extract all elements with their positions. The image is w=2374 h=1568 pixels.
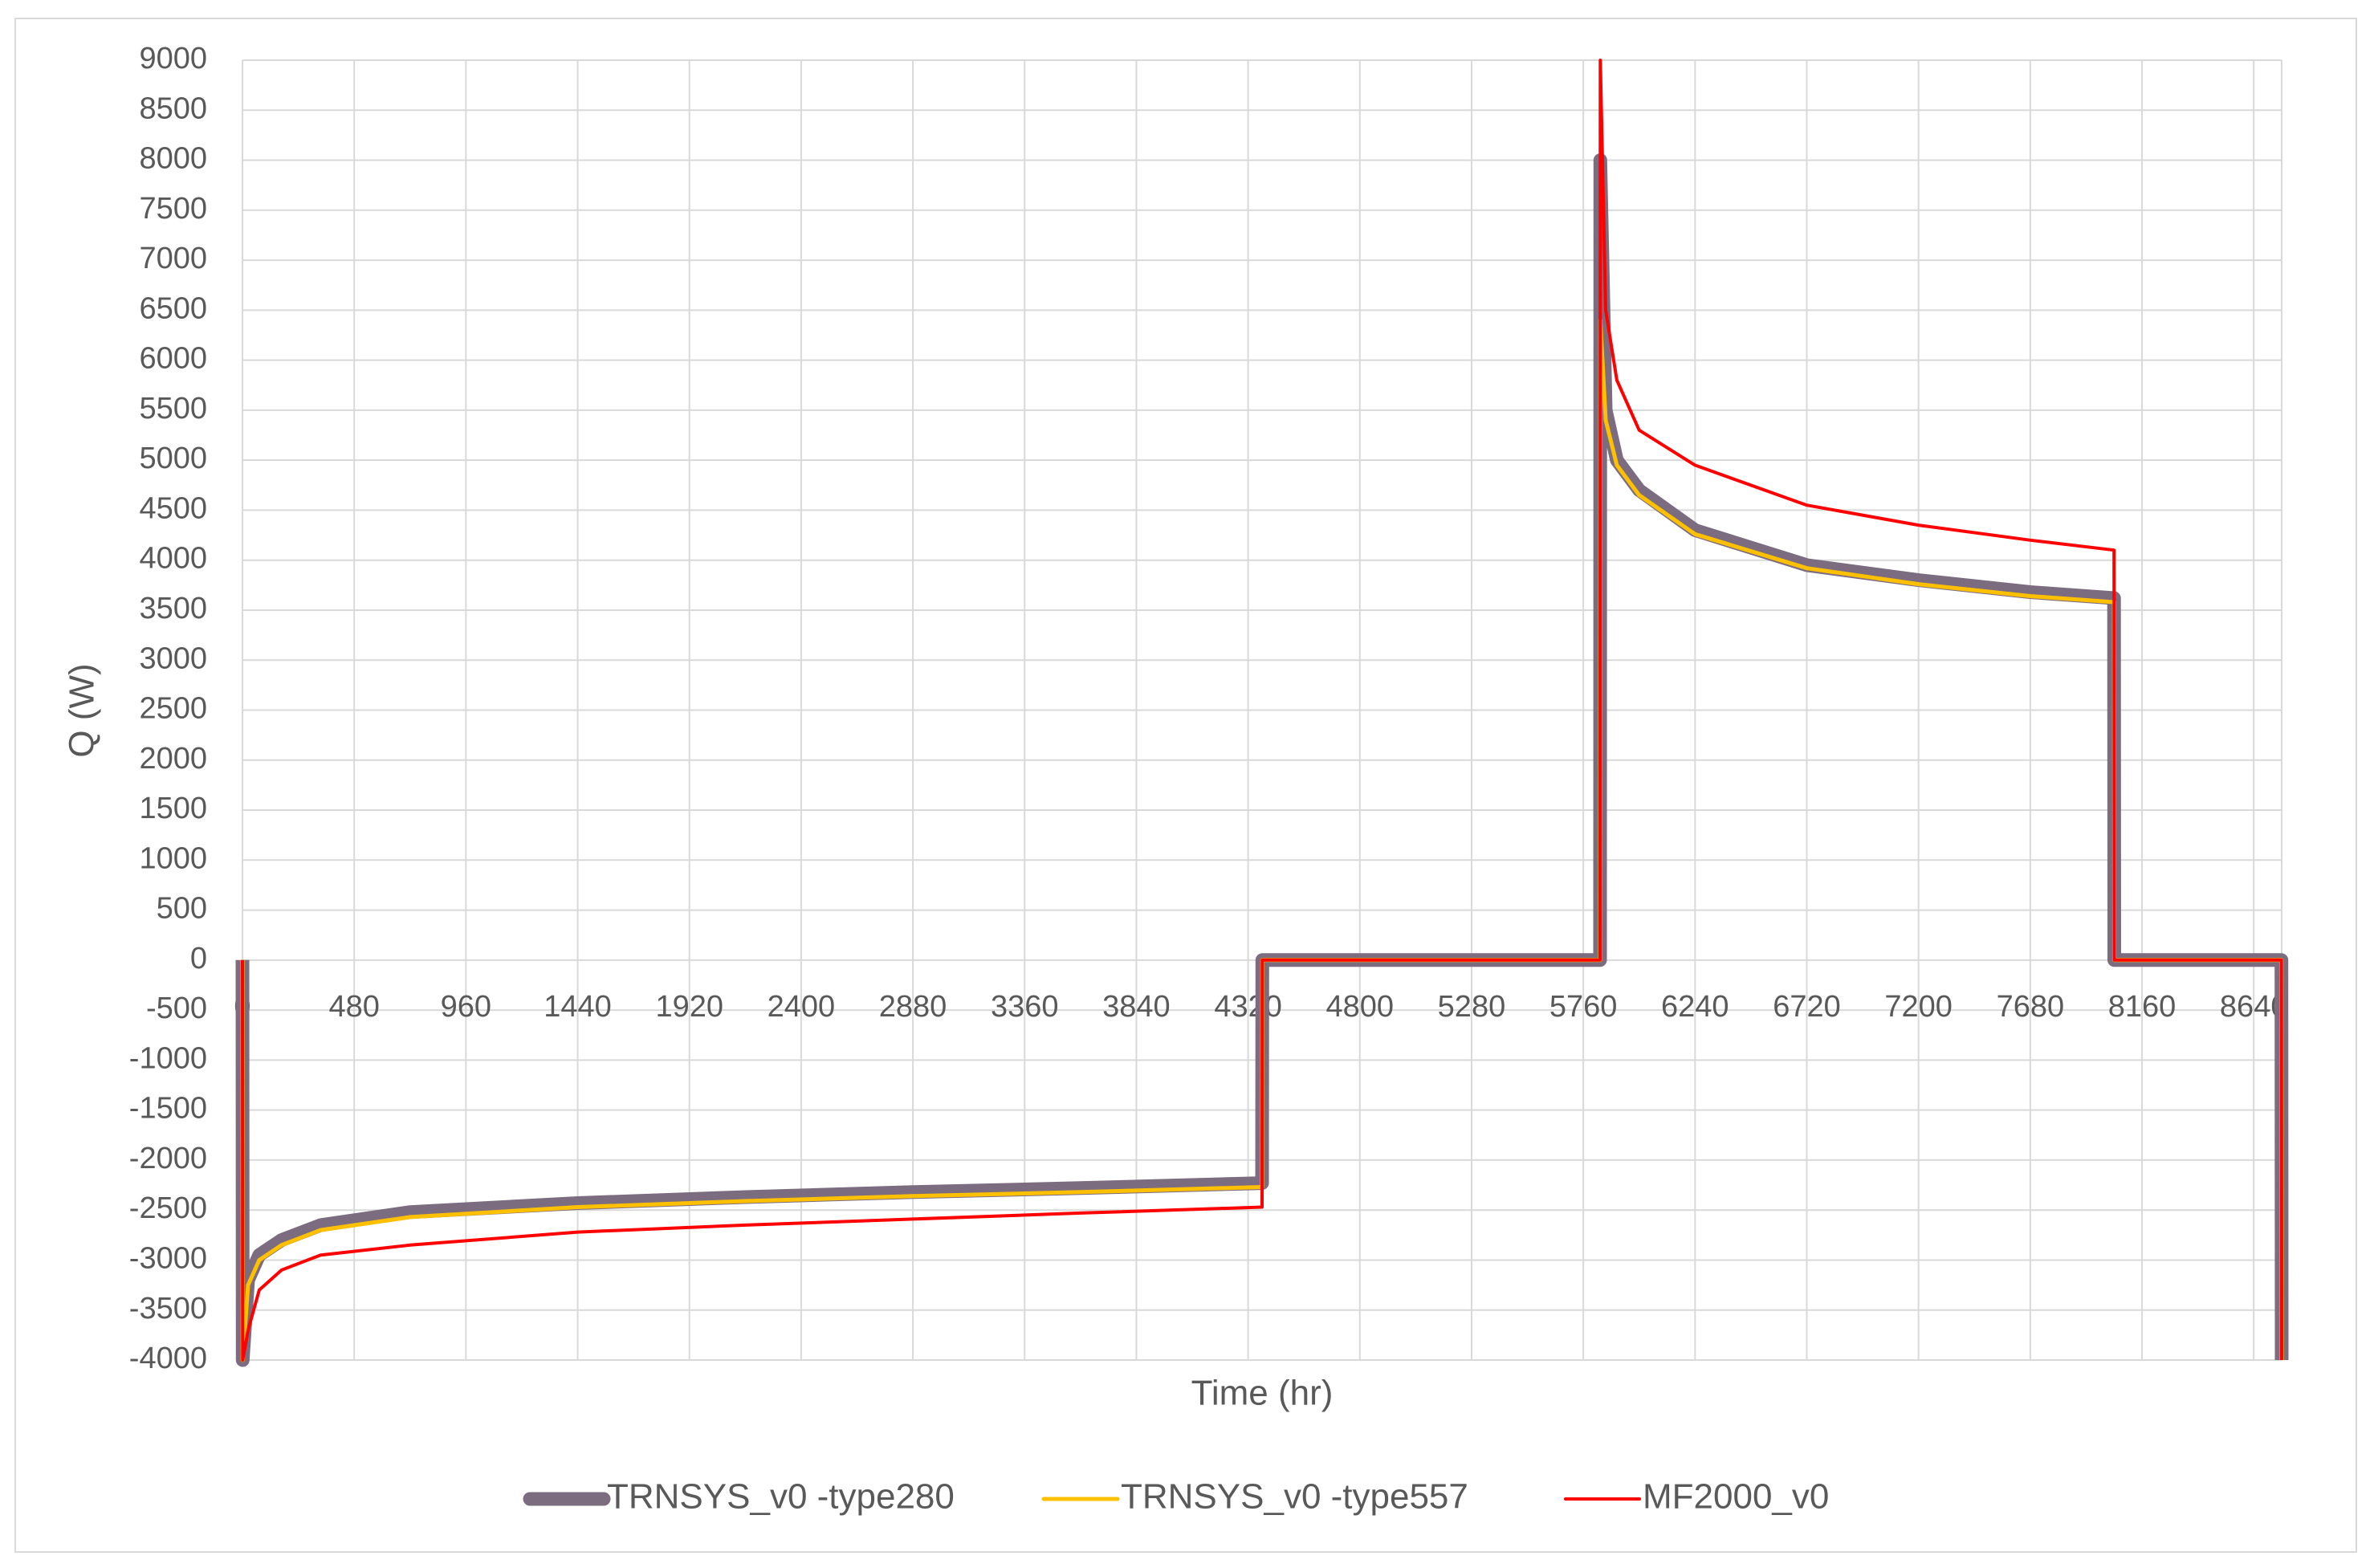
y-tick-label: 4500 (139, 491, 207, 525)
y-tick-label: -500 (146, 992, 207, 1025)
y-tick-label: -3000 (129, 1241, 207, 1275)
y-tick-label: -3500 (129, 1292, 207, 1326)
y-tick-label: 6500 (139, 291, 207, 325)
series-line (241, 59, 2283, 1362)
x-tick-label: 6240 (1661, 990, 1729, 1024)
y-tick-label: 7500 (139, 192, 207, 226)
x-tick-label: 5280 (1438, 990, 1506, 1024)
x-tick-label: 3360 (991, 990, 1059, 1024)
x-tick-label: 1920 (655, 990, 723, 1024)
y-tick-label: 2500 (139, 692, 207, 726)
y-tick-label: -1500 (129, 1092, 207, 1126)
chart-border (14, 18, 2357, 1553)
x-tick-label: 4320 (1214, 990, 1282, 1024)
legend-label: MF2000_v0 (1643, 1477, 1829, 1517)
x-tick-label: 1440 (544, 990, 612, 1024)
y-tick-label: 1000 (139, 841, 207, 875)
y-tick-label: 500 (157, 892, 207, 926)
y-tick-label: -1000 (129, 1041, 207, 1075)
y-tick-label: 4000 (139, 542, 207, 576)
y-tick-label: -2500 (129, 1191, 207, 1225)
y-tick-label: 5500 (139, 392, 207, 426)
y-axis-title: Q (W) (63, 663, 102, 757)
y-tick-label: -2000 (129, 1142, 207, 1175)
y-tick-label: 3500 (139, 592, 207, 625)
x-tick-label: 6720 (1773, 990, 1841, 1024)
y-tick-label: 9000 (139, 42, 207, 75)
y-tick-label: 8500 (139, 92, 207, 125)
legend-label: TRNSYS_v0 -type557 (1121, 1477, 1468, 1517)
y-tick-label: 6000 (139, 342, 207, 376)
y-tick-label: 2000 (139, 742, 207, 776)
y-tick-label: 3000 (139, 641, 207, 675)
x-axis-title: Time (hr) (1191, 1374, 1334, 1413)
y-tick-label: -4000 (129, 1342, 207, 1375)
y-tick-label: 0 (190, 942, 207, 975)
x-tick-label: 2880 (879, 990, 947, 1024)
x-tick-label: 4800 (1326, 990, 1395, 1024)
y-tick-label: 8000 (139, 142, 207, 176)
x-tick-label: 3840 (1102, 990, 1171, 1024)
y-tick-label: 1500 (139, 792, 207, 825)
x-tick-label: 2400 (768, 990, 836, 1024)
x-tick-label: 7200 (1884, 990, 1953, 1024)
x-tick-label: 8160 (2108, 990, 2177, 1024)
legend-label: TRNSYS_v0 -type280 (607, 1477, 955, 1517)
y-tick-label: 7000 (139, 242, 207, 275)
x-tick-label: 480 (328, 990, 379, 1024)
y-tick-label: 5000 (139, 442, 207, 475)
x-tick-label: 5760 (1549, 990, 1618, 1024)
x-tick-label: 7680 (1997, 990, 2065, 1024)
x-tick-label: 960 (441, 990, 491, 1024)
